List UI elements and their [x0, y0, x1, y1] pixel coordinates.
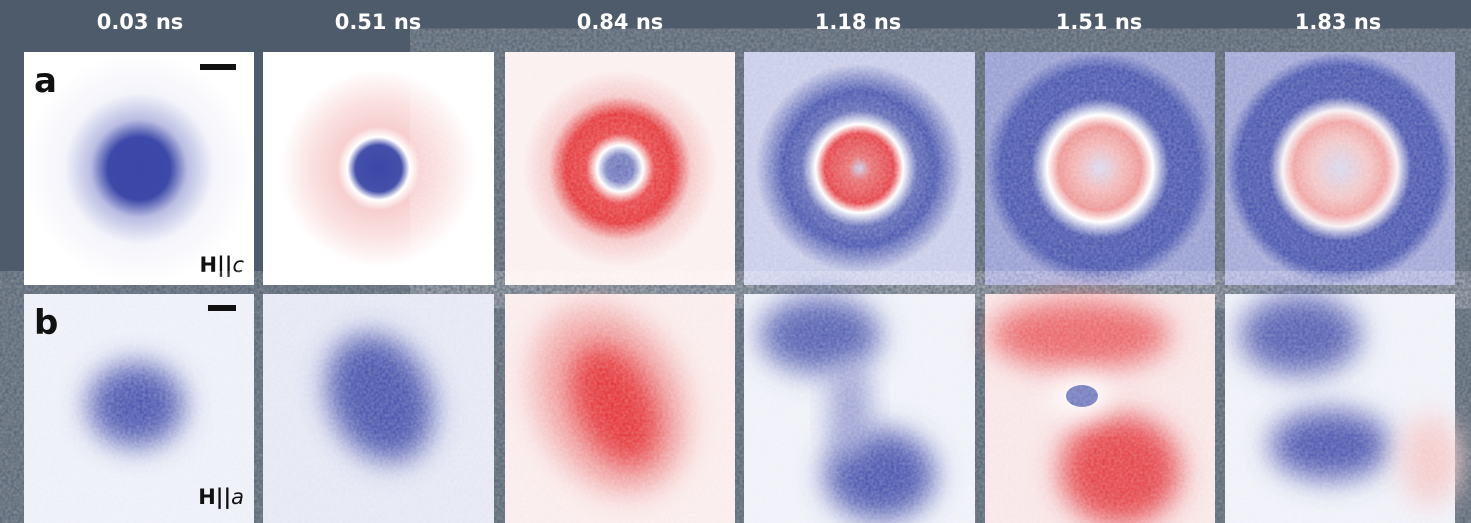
figure: 0.03 ns 0.51 ns 0.84 ns 1.18 ns 1.51 ns … — [0, 0, 1471, 523]
field-label: H||a — [198, 485, 244, 510]
field-axis: a — [231, 485, 244, 509]
field-axis: c — [232, 253, 244, 277]
scale-bar — [208, 305, 236, 311]
panel-image — [24, 52, 254, 285]
panel-letter: a — [34, 61, 57, 101]
noise — [505, 52, 1455, 285]
headers: 0.03 ns 0.51 ns 0.84 ns 1.18 ns 1.51 ns … — [97, 10, 1382, 34]
field-prefix: H|| — [200, 253, 233, 278]
time-label: 0.84 ns — [577, 10, 664, 34]
row-a: a H||c — [24, 52, 1455, 285]
time-label: 1.18 ns — [815, 10, 902, 34]
field-prefix: H|| — [198, 485, 231, 510]
panel-image — [263, 52, 494, 285]
row-b: b H||a — [24, 278, 1460, 523]
scale-bar — [200, 64, 236, 70]
time-label: 1.51 ns — [1056, 10, 1143, 34]
time-label: 0.51 ns — [335, 10, 422, 34]
time-label: 0.03 ns — [97, 10, 184, 34]
field-label: H||c — [200, 253, 245, 278]
panel-letter: b — [34, 303, 58, 343]
time-label: 1.83 ns — [1295, 10, 1382, 34]
